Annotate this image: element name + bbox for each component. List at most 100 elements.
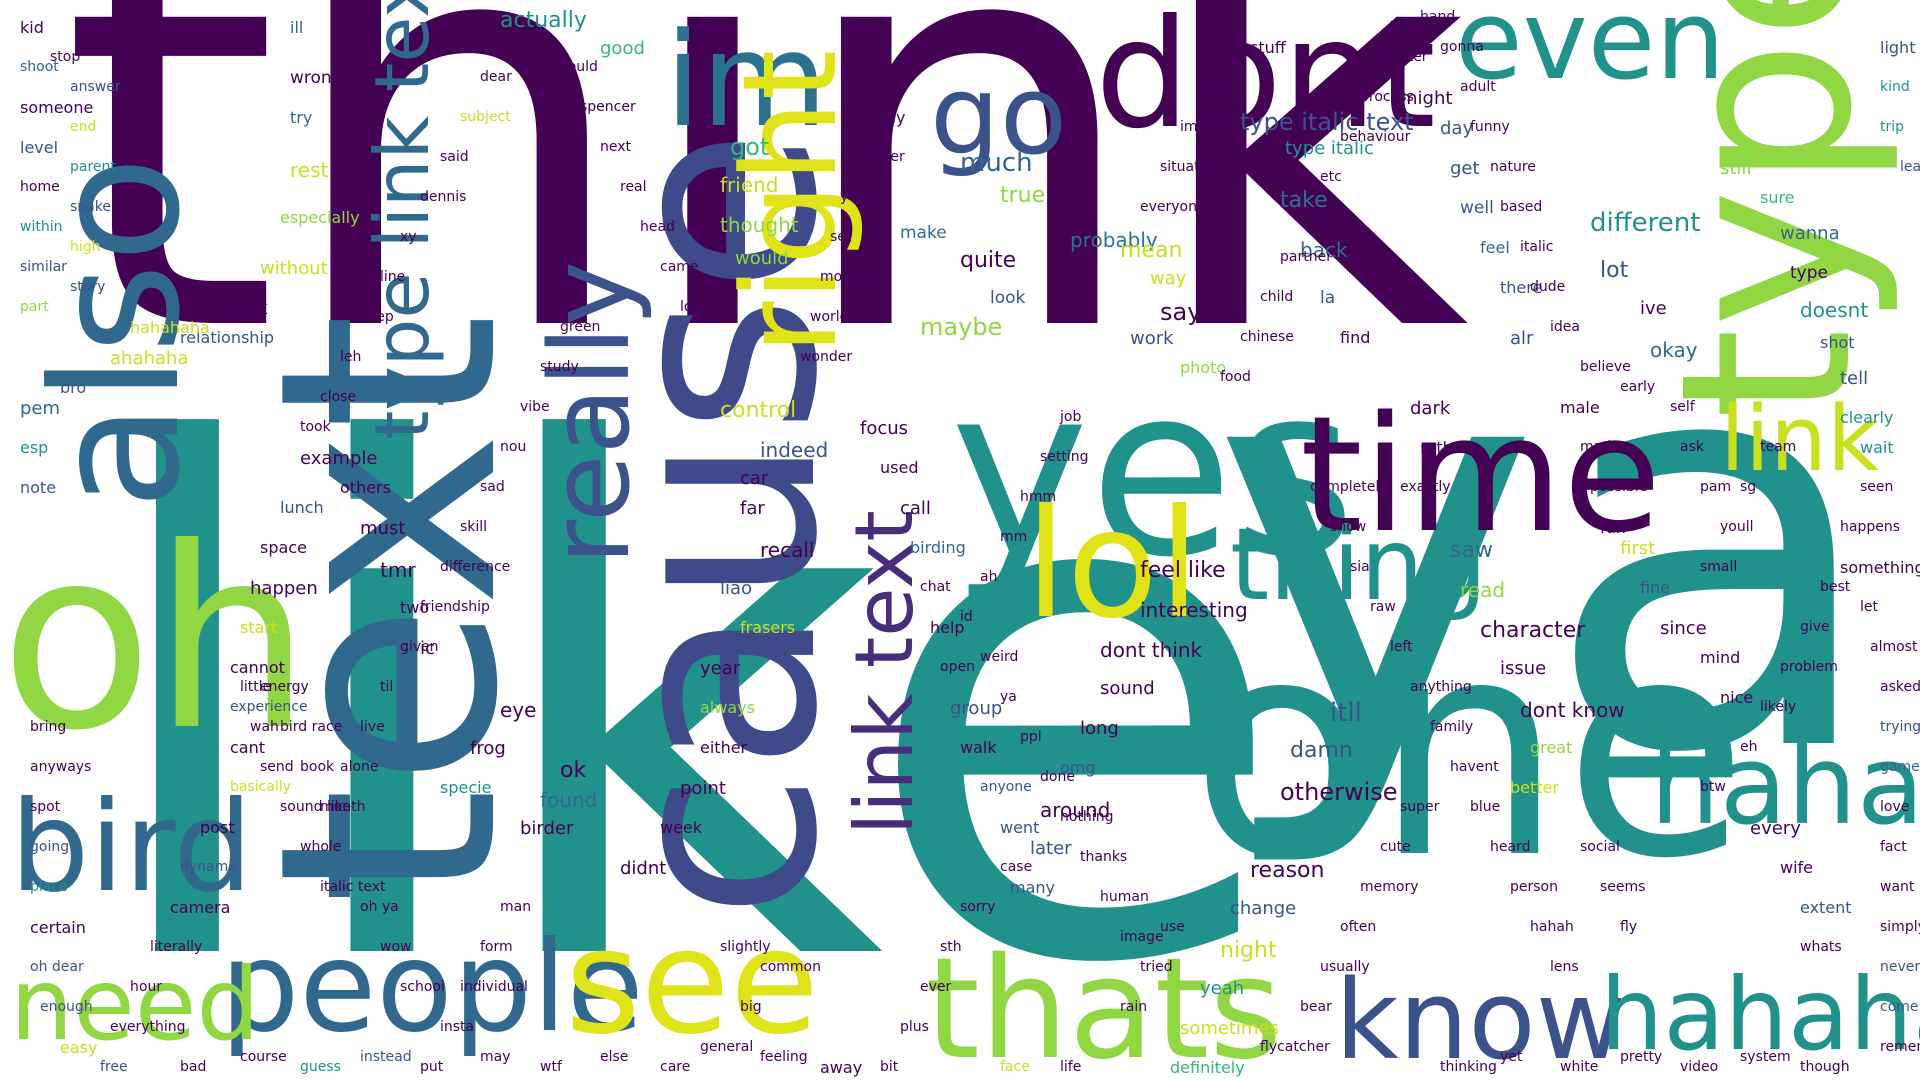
cloud-word: stop — [50, 49, 81, 65]
cloud-word: stuff — [1250, 38, 1286, 57]
cloud-word: alone — [340, 759, 379, 775]
cloud-word: sth — [940, 939, 962, 955]
cloud-word: eh — [1740, 739, 1758, 755]
cloud-word: ive — [1640, 298, 1667, 319]
cloud-word: quite — [960, 248, 1017, 273]
cloud-word: system — [1740, 1049, 1791, 1065]
cloud-word: yeah — [1200, 978, 1245, 999]
cloud-word: car — [740, 468, 769, 489]
cloud-word: care — [660, 1059, 691, 1075]
cloud-word: say — [1160, 298, 1202, 326]
cloud-word: try — [290, 108, 313, 127]
cloud-word: hour — [130, 979, 163, 995]
cloud-word: start — [240, 618, 278, 637]
cloud-word: process — [1360, 89, 1414, 105]
cloud-word: haha — [1650, 721, 1920, 849]
cloud-word: human — [1100, 889, 1149, 905]
cloud-word: friend — [720, 173, 779, 197]
cloud-word: got — [730, 133, 770, 161]
cloud-word: nou — [500, 439, 527, 455]
cloud-word: done — [1040, 769, 1075, 785]
cloud-word: else — [600, 1049, 629, 1065]
cloud-word: wait — [1860, 438, 1894, 457]
cloud-word: something — [1840, 558, 1920, 577]
cloud-word: think — [60, 0, 1470, 456]
cloud-word: keep — [360, 309, 394, 325]
cloud-word: pam — [1700, 479, 1732, 495]
cloud-word: bird race — [280, 719, 343, 735]
cloud-word: type italic text — [1240, 108, 1414, 136]
cloud-word: point — [680, 778, 726, 799]
cloud-word: type italic — [1285, 138, 1374, 159]
cloud-word: real — [620, 179, 647, 195]
cloud-word: whole — [300, 839, 342, 855]
cloud-word: white — [1560, 1059, 1599, 1075]
cloud-word: live — [360, 719, 385, 735]
cloud-word: set — [830, 229, 852, 245]
cloud-word: since — [1660, 618, 1707, 639]
cloud-word: eye — [500, 698, 537, 722]
cloud-word: interesting — [1140, 598, 1248, 622]
cloud-word: omg — [1060, 758, 1096, 777]
cloud-word: could — [560, 59, 598, 75]
cloud-word: hahahaha — [130, 318, 210, 337]
cloud-word: instead — [360, 1049, 412, 1065]
cloud-word: esp — [20, 438, 49, 457]
cloud-word: yes — [950, 336, 1357, 609]
cloud-word: link — [1720, 387, 1880, 492]
cloud-word: tmr — [380, 558, 416, 582]
cloud-word: feeling — [760, 1049, 808, 1065]
cloud-word: pretty — [1620, 1049, 1663, 1065]
cloud-word: etc — [1320, 169, 1342, 185]
cloud-word: spot — [30, 799, 61, 815]
cloud-word: game — [1880, 759, 1920, 775]
cloud-word: relationship — [180, 328, 275, 347]
cloud-word: another — [850, 149, 905, 165]
cloud-word: free — [100, 1059, 128, 1075]
cloud-word: thanks — [1080, 849, 1128, 865]
cloud-word: way — [1150, 268, 1187, 289]
cloud-word: especially — [280, 208, 360, 227]
cloud-word: post — [200, 818, 235, 837]
cloud-word: lot — [1600, 258, 1629, 283]
cloud-word: sad — [480, 479, 505, 495]
cloud-word: raw — [1370, 599, 1396, 615]
cloud-word: call — [900, 498, 931, 519]
cloud-word: nice — [1720, 688, 1754, 707]
cloud-word: easy — [60, 1038, 98, 1057]
cloud-word: ahahaha — [110, 348, 189, 369]
cloud-word: level — [20, 138, 59, 157]
cloud-word: today — [860, 108, 906, 127]
cloud-word: left — [1390, 639, 1413, 655]
cloud-word: adult — [1460, 79, 1496, 95]
cloud-word: one — [1190, 575, 1749, 924]
cloud-word: use — [1160, 919, 1185, 935]
cloud-word: leh — [340, 349, 362, 365]
cloud-word: feel like — [1140, 558, 1226, 583]
cloud-word: recall — [760, 538, 815, 562]
cloud-word: nothing — [1060, 809, 1114, 825]
cloud-word: light — [1880, 38, 1916, 57]
cloud-word: good — [600, 38, 645, 59]
cloud-word: frasers — [740, 618, 796, 637]
cloud-word: control — [720, 398, 797, 423]
cloud-word: get — [1450, 158, 1480, 179]
cloud-word: thing — [1230, 506, 1488, 623]
cloud-word: black — [220, 298, 268, 319]
cloud-word: tell — [1840, 368, 1869, 389]
cloud-word: man — [500, 899, 532, 915]
cloud-word: lunch — [280, 498, 324, 517]
cloud-word: went — [1000, 818, 1040, 837]
cloud-word: based — [1500, 199, 1543, 215]
cloud-word: part — [20, 299, 49, 315]
cloud-word: often — [1340, 919, 1377, 935]
cloud-word: really — [526, 260, 654, 565]
cloud-word: example — [300, 448, 378, 469]
cloud-word: came — [660, 259, 699, 275]
cloud-word: sound — [1100, 678, 1155, 699]
cloud-word: id — [960, 609, 973, 625]
cloud-word: change — [1230, 898, 1297, 919]
cloud-word: usually — [1320, 959, 1370, 975]
cloud-word: form — [480, 939, 513, 955]
cloud-word: ask — [1680, 439, 1704, 455]
